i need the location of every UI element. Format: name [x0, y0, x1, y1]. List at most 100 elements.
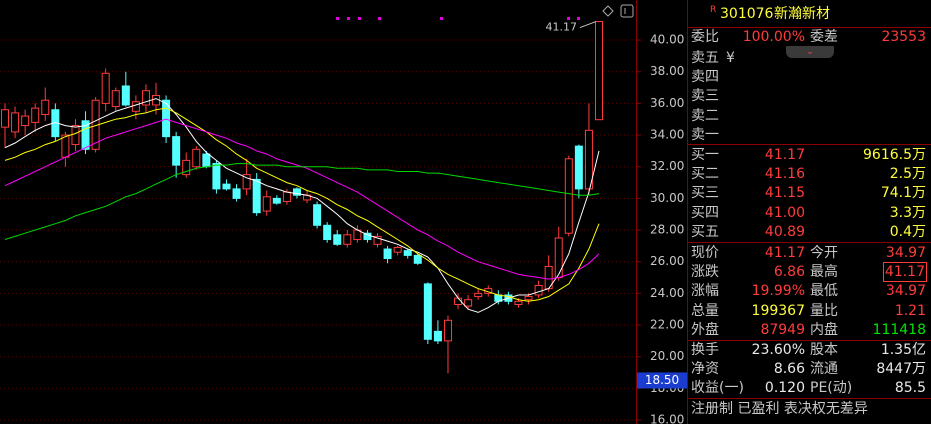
y-tick-label: 28.00 — [650, 223, 684, 237]
fundamental-label: 流通 — [810, 361, 838, 378]
icon-window[interactable] — [620, 4, 634, 18]
candle-body — [192, 148, 201, 168]
bid-volume: 74.1万 — [880, 185, 926, 202]
candle-body — [323, 224, 332, 241]
y-tick-label: 40.00 — [650, 33, 684, 47]
candle-body — [595, 21, 603, 121]
candle-body — [242, 174, 251, 190]
candle-body — [292, 188, 301, 196]
fundamental-value: 0.120 — [764, 380, 805, 397]
fundamental-label: 股本 — [810, 342, 838, 358]
candle-body — [81, 120, 90, 150]
stat-value: 111418 — [872, 321, 926, 338]
fundamental-label: 净资 — [691, 361, 719, 378]
stat-value: 19.99% — [751, 283, 805, 300]
y-tick-label: 34.00 — [650, 128, 684, 142]
stock-code: 301076 — [720, 6, 774, 22]
candle-body — [534, 284, 543, 296]
tags-divider — [688, 398, 931, 399]
bid-label: 买四 — [691, 204, 719, 221]
candle-body — [464, 299, 473, 307]
stat-value: 34.97 — [885, 283, 926, 300]
icon-diamond[interactable] — [602, 5, 614, 17]
candle-body — [373, 235, 382, 245]
y-tick-label: 24.00 — [650, 286, 684, 300]
candle-body — [564, 158, 573, 234]
candle-body — [1, 109, 9, 128]
order-diff-value: 23553 — [881, 29, 926, 45]
stats-divider — [688, 242, 931, 243]
candle-body — [333, 234, 342, 245]
stat-value: 34.97 — [885, 245, 926, 261]
bid-volume: 2.5万 — [889, 166, 926, 183]
fundamental-label: 换手 — [691, 342, 719, 358]
bid-label: 买二 — [691, 166, 719, 183]
ask-label: 卖五 — [691, 50, 719, 66]
candle-body — [202, 153, 211, 168]
y-tick-label: 38.00 — [650, 64, 684, 78]
candle-body — [252, 178, 261, 214]
bid-price: 41.15 — [764, 185, 805, 202]
stat-value: 199367 — [751, 302, 805, 319]
bid-price: 41.00 — [764, 204, 805, 221]
y-tick-label: 32.00 — [650, 159, 684, 173]
y-tick-label: 22.00 — [650, 318, 684, 332]
candle-body — [111, 90, 120, 108]
candle-body — [554, 237, 563, 279]
candle-body — [584, 129, 593, 190]
candle-body — [11, 112, 20, 133]
stat-value: 41.17 — [882, 262, 928, 283]
candle-body — [31, 107, 40, 123]
order-ratio-label: 委比 — [691, 29, 719, 45]
bid-price: 41.16 — [764, 166, 805, 183]
stat-value: 6.86 — [773, 264, 805, 281]
candle-body — [474, 292, 483, 298]
book-divider — [688, 144, 931, 145]
stat-label: 现价 — [691, 245, 719, 261]
header-divider — [688, 27, 931, 28]
order-diff-label: 委差 — [810, 29, 838, 45]
bid-label: 买五 — [691, 223, 719, 240]
peak-pointer — [579, 21, 597, 29]
cursor-price-label: 18.50 — [645, 373, 679, 387]
fundamental-value: 1.35亿 — [880, 342, 926, 358]
candle-body — [383, 248, 392, 260]
ask-label: 卖一 — [691, 126, 719, 143]
candle-body — [313, 204, 322, 226]
bid-volume: 9616.5万 — [863, 147, 926, 163]
stat-label: 最低 — [810, 283, 838, 300]
cursor-price-box — [637, 372, 687, 389]
ask-cursor: ¥ — [726, 50, 735, 66]
y-tick-label: 20.00 — [650, 349, 684, 363]
bid-volume: 3.3万 — [889, 204, 926, 221]
stat-label: 最高 — [810, 264, 838, 281]
moving-average-line — [4, 118, 600, 280]
fundamentals-divider — [688, 340, 931, 341]
y-tick-label: 36.00 — [650, 96, 684, 110]
stock-name: 新瀚新材 — [774, 6, 830, 22]
bid-label: 买三 — [691, 185, 719, 202]
candle-body — [21, 115, 30, 127]
bid-price: 40.89 — [764, 223, 805, 240]
candle-body — [574, 145, 583, 190]
fundamental-label: PE(动) — [810, 380, 853, 397]
candle-body — [393, 246, 402, 253]
moving-average-line — [4, 98, 600, 313]
candle-body — [443, 319, 452, 342]
candle-body — [272, 197, 281, 204]
stat-label: 量比 — [810, 302, 838, 319]
candle-body — [262, 196, 271, 212]
fundamental-value: 8.66 — [773, 361, 805, 378]
stat-label: 今开 — [810, 245, 838, 261]
bid-volume: 0.4万 — [889, 223, 926, 240]
fundamental-value: 23.60% — [751, 342, 805, 358]
quote-panel: R 301076 新瀚新材 委比 100.00% 委差 23553 ⌄ 卖五 卖四 卖三 卖二 卖一 ¥ 买… — [688, 0, 931, 424]
candle-body — [162, 99, 171, 138]
expand-button[interactable]: ⌄ — [786, 46, 834, 58]
candle-body — [423, 283, 432, 340]
stat-label: 涨幅 — [691, 283, 719, 300]
candle-body — [232, 188, 241, 199]
fundamental-label: 收益(一) — [691, 380, 744, 397]
candle-body — [343, 234, 352, 245]
